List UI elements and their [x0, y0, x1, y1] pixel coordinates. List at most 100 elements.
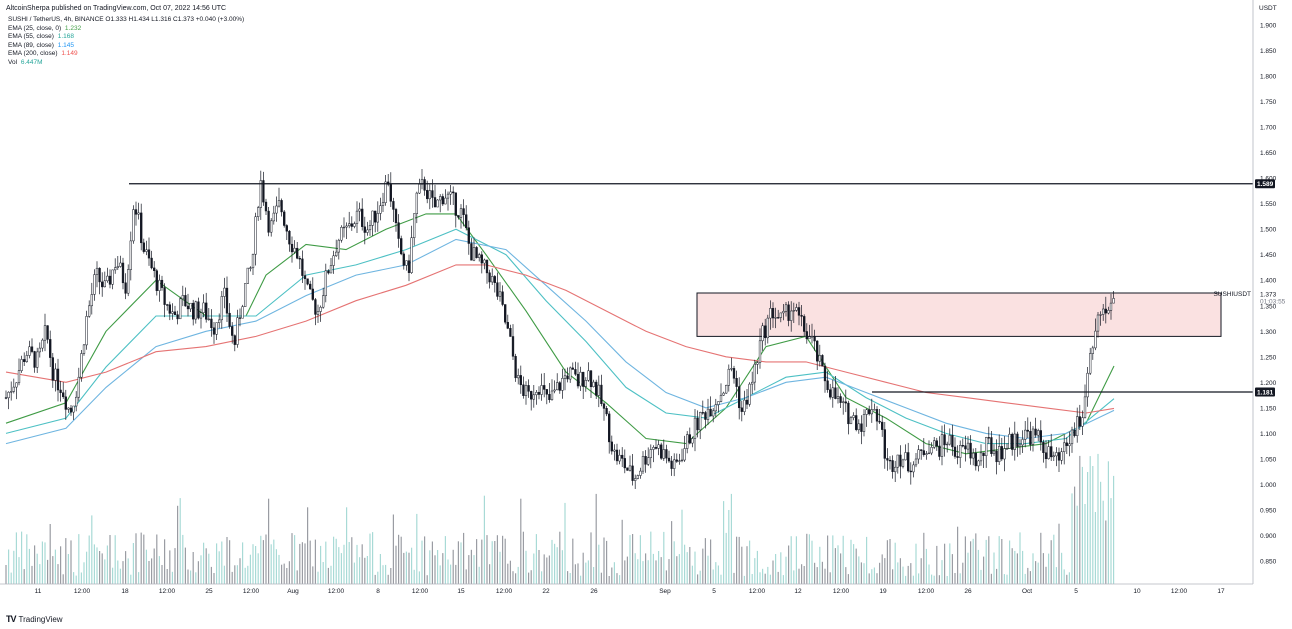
- volume-bar: [174, 548, 176, 584]
- volume-bar: [1016, 553, 1018, 584]
- candle-body: [1076, 416, 1079, 436]
- volume-bar: [112, 567, 114, 584]
- candle-body: [803, 316, 806, 332]
- candle-body: [49, 339, 52, 358]
- candle-body: [1096, 314, 1100, 332]
- price-tick-label: 1.700: [1260, 125, 1277, 132]
- volume-bar: [494, 541, 496, 584]
- volume-bar: [343, 544, 345, 584]
- volume-bar: [242, 542, 244, 584]
- volume-bar: [1087, 472, 1089, 584]
- candle-body: [550, 390, 554, 400]
- candle-body: [189, 302, 192, 310]
- candle-body: [171, 311, 174, 314]
- price-tick-label: 1.300: [1260, 329, 1277, 336]
- candle-body: [342, 226, 346, 229]
- candle-body: [179, 298, 182, 320]
- candle-body: [95, 267, 99, 275]
- volume-bar: [452, 549, 454, 584]
- candle-body: [834, 387, 837, 399]
- volume-bar: [798, 568, 800, 584]
- candle-body: [714, 404, 717, 412]
- price-tick-label: 1.450: [1260, 252, 1277, 259]
- price-label-top: 1.589: [1255, 179, 1275, 189]
- candle-body: [751, 381, 754, 385]
- volume-bar: [52, 556, 54, 584]
- volume-bar: [736, 536, 738, 584]
- candle-body: [1005, 448, 1009, 450]
- volume-bar: [959, 573, 961, 584]
- candle-body: [865, 409, 868, 415]
- volume-bar: [1094, 512, 1096, 584]
- volume-bar: [205, 548, 207, 584]
- candle-body: [1039, 430, 1042, 443]
- volume-bar: [855, 548, 857, 584]
- volume-bar: [600, 572, 602, 584]
- candle-body: [839, 396, 842, 403]
- volume-bar: [379, 554, 381, 584]
- volume-bar: [335, 538, 337, 584]
- volume-bar: [1058, 523, 1060, 584]
- candle-body: [309, 283, 312, 290]
- candle-body: [873, 409, 876, 411]
- legend-vol-value: 6.447M: [20, 58, 43, 66]
- volume-bar: [158, 556, 160, 584]
- footer-brand[interactable]: TV TradingView: [6, 614, 63, 624]
- candle-body: [735, 378, 738, 387]
- candle-body: [888, 459, 892, 462]
- candle-body: [805, 331, 808, 340]
- volume-bar: [720, 574, 722, 584]
- candle-body: [956, 456, 959, 458]
- volume-bar: [8, 549, 10, 584]
- price-chart[interactable]: USDT 1.900 1.850 1.800 1.750 1.700 1.650 1.600…: [0, 0, 1292, 600]
- candle-body: [860, 423, 863, 432]
- volume-bar: [1053, 534, 1055, 584]
- volume-bar: [650, 531, 652, 584]
- candle-body: [823, 365, 827, 382]
- volume-bar: [845, 567, 847, 584]
- volume-bar: [556, 547, 558, 584]
- candle-body: [641, 456, 645, 472]
- volume-bar: [585, 562, 587, 584]
- price-axis[interactable]: 1.900 1.850 1.800 1.750 1.700 1.650 1.600 1.550…: [1260, 23, 1277, 566]
- candle-body: [301, 258, 304, 276]
- time-tick-label: 12:00: [328, 588, 345, 595]
- volume-bar: [1110, 498, 1112, 584]
- candle-body: [548, 394, 551, 400]
- volume-bar: [148, 561, 150, 584]
- volume-bar: [1048, 553, 1050, 584]
- candle-body: [670, 460, 673, 469]
- volume-bar: [837, 545, 839, 584]
- candle-body: [582, 371, 585, 387]
- time-tick-label: 25: [205, 588, 213, 595]
- candle-body: [579, 371, 582, 387]
- volume-bar: [86, 551, 88, 584]
- volume-bar: [75, 575, 77, 584]
- volume-bar: [413, 569, 415, 584]
- volume-bar: [611, 567, 613, 584]
- volume-bar: [603, 537, 605, 584]
- volume-bar: [322, 562, 324, 584]
- candle-body: [966, 442, 970, 450]
- footer-brand-label: TradingView: [18, 614, 63, 624]
- candle-body: [202, 302, 205, 313]
- volume-bar: [184, 547, 186, 584]
- volume-bar: [923, 532, 925, 584]
- time-axis[interactable]: 11 12:00 18 12:00 25 12:00 Aug 12:00 8 12:00 15 12:…: [35, 588, 1225, 595]
- candle-body: [881, 421, 884, 430]
- candle-body: [1112, 298, 1115, 304]
- volume-bar: [655, 560, 657, 584]
- volume-bar: [860, 562, 862, 584]
- volume-bar: [140, 532, 142, 584]
- volume-bar: [676, 556, 678, 584]
- time-tick-label: 19: [879, 588, 887, 595]
- candle-body: [20, 359, 23, 371]
- resistance-zone[interactable]: [696, 292, 1222, 337]
- price-tick-label: 0.900: [1260, 533, 1277, 540]
- candle-body: [244, 283, 247, 307]
- price-tick-label: 1.100: [1260, 431, 1277, 438]
- candle-body: [236, 317, 239, 345]
- candle-body: [116, 266, 119, 268]
- candle-body: [753, 363, 756, 383]
- candle-body: [259, 180, 262, 208]
